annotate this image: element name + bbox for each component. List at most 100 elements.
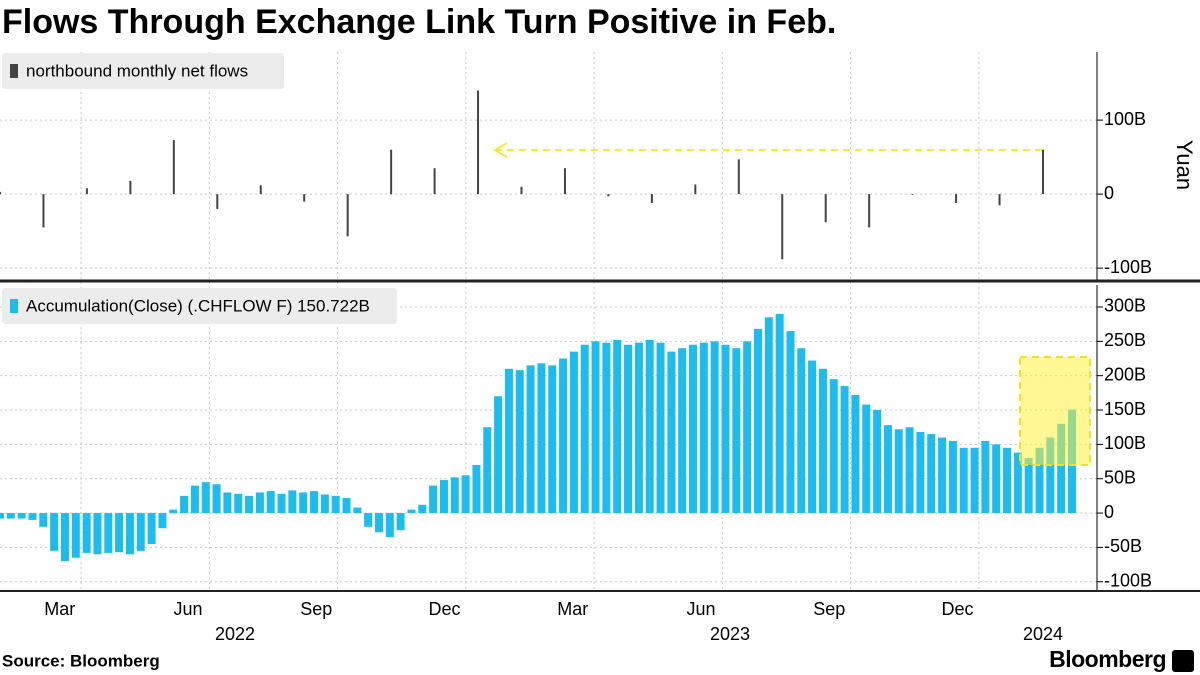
- bar: [429, 485, 438, 514]
- bar: [288, 490, 297, 514]
- legend-box: [2, 288, 397, 324]
- bar: [158, 513, 167, 529]
- bar: [259, 185, 262, 195]
- bar: [472, 464, 481, 514]
- bar: [797, 348, 806, 514]
- y-tick-label: 100B: [1104, 109, 1146, 129]
- bar: [407, 509, 416, 514]
- x-tick-label: Jun: [686, 599, 715, 619]
- bar: [694, 184, 697, 195]
- bar: [1046, 437, 1055, 514]
- bar: [1024, 458, 1033, 514]
- bar: [60, 513, 69, 562]
- bar: [6, 513, 15, 519]
- bar: [342, 497, 351, 514]
- bar: [190, 485, 199, 514]
- bar: [450, 477, 459, 514]
- y-axis-label: Yuan: [1172, 140, 1197, 190]
- bar: [591, 341, 600, 514]
- bar: [624, 344, 633, 514]
- bar: [645, 339, 654, 514]
- bar: [1003, 447, 1012, 514]
- bar: [743, 341, 752, 514]
- bar: [678, 348, 687, 514]
- bar: [824, 194, 827, 223]
- bar: [129, 180, 132, 195]
- bar: [418, 504, 427, 514]
- bar: [71, 513, 80, 558]
- bar: [390, 149, 393, 195]
- bar: [911, 194, 914, 195]
- bar: [82, 513, 91, 553]
- bar: [650, 194, 653, 204]
- bar: [580, 344, 589, 514]
- y-tick-label: 100B: [1104, 433, 1146, 453]
- bar: [364, 513, 373, 527]
- bar: [537, 363, 546, 514]
- bar: [753, 328, 762, 514]
- bar: [17, 513, 26, 519]
- legend-swatch: [10, 299, 18, 313]
- y-tick-label: 250B: [1104, 330, 1146, 350]
- bar: [223, 492, 232, 514]
- bar: [970, 447, 979, 514]
- bar: [563, 168, 566, 195]
- x-year-label: 2024: [1023, 624, 1063, 644]
- logo-icon: [1172, 650, 1194, 672]
- bar: [180, 495, 189, 514]
- bar: [699, 342, 708, 514]
- bar: [331, 495, 340, 514]
- highlight-box: [1019, 356, 1091, 466]
- y-tick-label: 50B: [1104, 467, 1136, 487]
- bar: [310, 491, 319, 514]
- bar: [125, 513, 134, 555]
- x-year-label: 2022: [215, 624, 255, 644]
- bar: [998, 194, 1001, 206]
- bar: [245, 495, 254, 514]
- x-tick-label: Sep: [300, 599, 332, 619]
- bar: [255, 492, 264, 514]
- bar: [808, 360, 817, 514]
- bar: [829, 379, 838, 514]
- x-tick-label: Dec: [428, 599, 460, 619]
- y-tick-label: -100B: [1104, 571, 1152, 591]
- legend-swatch: [10, 64, 18, 78]
- bar: [613, 339, 622, 514]
- bar: [710, 341, 719, 514]
- y-tick-label: 0: [1104, 183, 1114, 203]
- x-tick-label: Sep: [813, 599, 845, 619]
- plot-area: -100B 0 100B -100B -50B 0 50B 100B 150B 200B 250B 3…: [0, 52, 1200, 644]
- bar: [104, 513, 113, 553]
- bar: [873, 410, 882, 514]
- bar: [948, 440, 957, 514]
- bar: [548, 365, 557, 514]
- bar: [433, 168, 436, 195]
- bar: [277, 493, 286, 514]
- y-tick-label: -50B: [1104, 536, 1142, 556]
- bar: [42, 194, 45, 228]
- bar: [569, 351, 578, 514]
- bar: [483, 427, 492, 514]
- bar: [515, 370, 524, 514]
- legend-label: northbound monthly net flows: [26, 61, 248, 80]
- legend-label: Accumulation(Close) (.CHFLOW F) 150.722B: [26, 296, 370, 315]
- bar: [959, 447, 968, 514]
- bar: [955, 194, 958, 204]
- bar: [346, 194, 349, 237]
- bar: [353, 507, 362, 514]
- bar: [266, 491, 275, 514]
- bar: [39, 513, 48, 527]
- bar: [862, 404, 871, 514]
- y-tick-label: 200B: [1104, 364, 1146, 384]
- bar: [169, 509, 178, 514]
- bar: [234, 493, 243, 514]
- bar: [883, 425, 892, 514]
- bar: [992, 444, 1001, 514]
- bar: [775, 313, 784, 514]
- x-tick-label: Mar: [557, 599, 588, 619]
- bar: [732, 348, 741, 514]
- bar: [299, 492, 308, 514]
- bar: [721, 344, 730, 514]
- bar: [818, 368, 827, 514]
- y-tick-label: 0: [1104, 502, 1114, 522]
